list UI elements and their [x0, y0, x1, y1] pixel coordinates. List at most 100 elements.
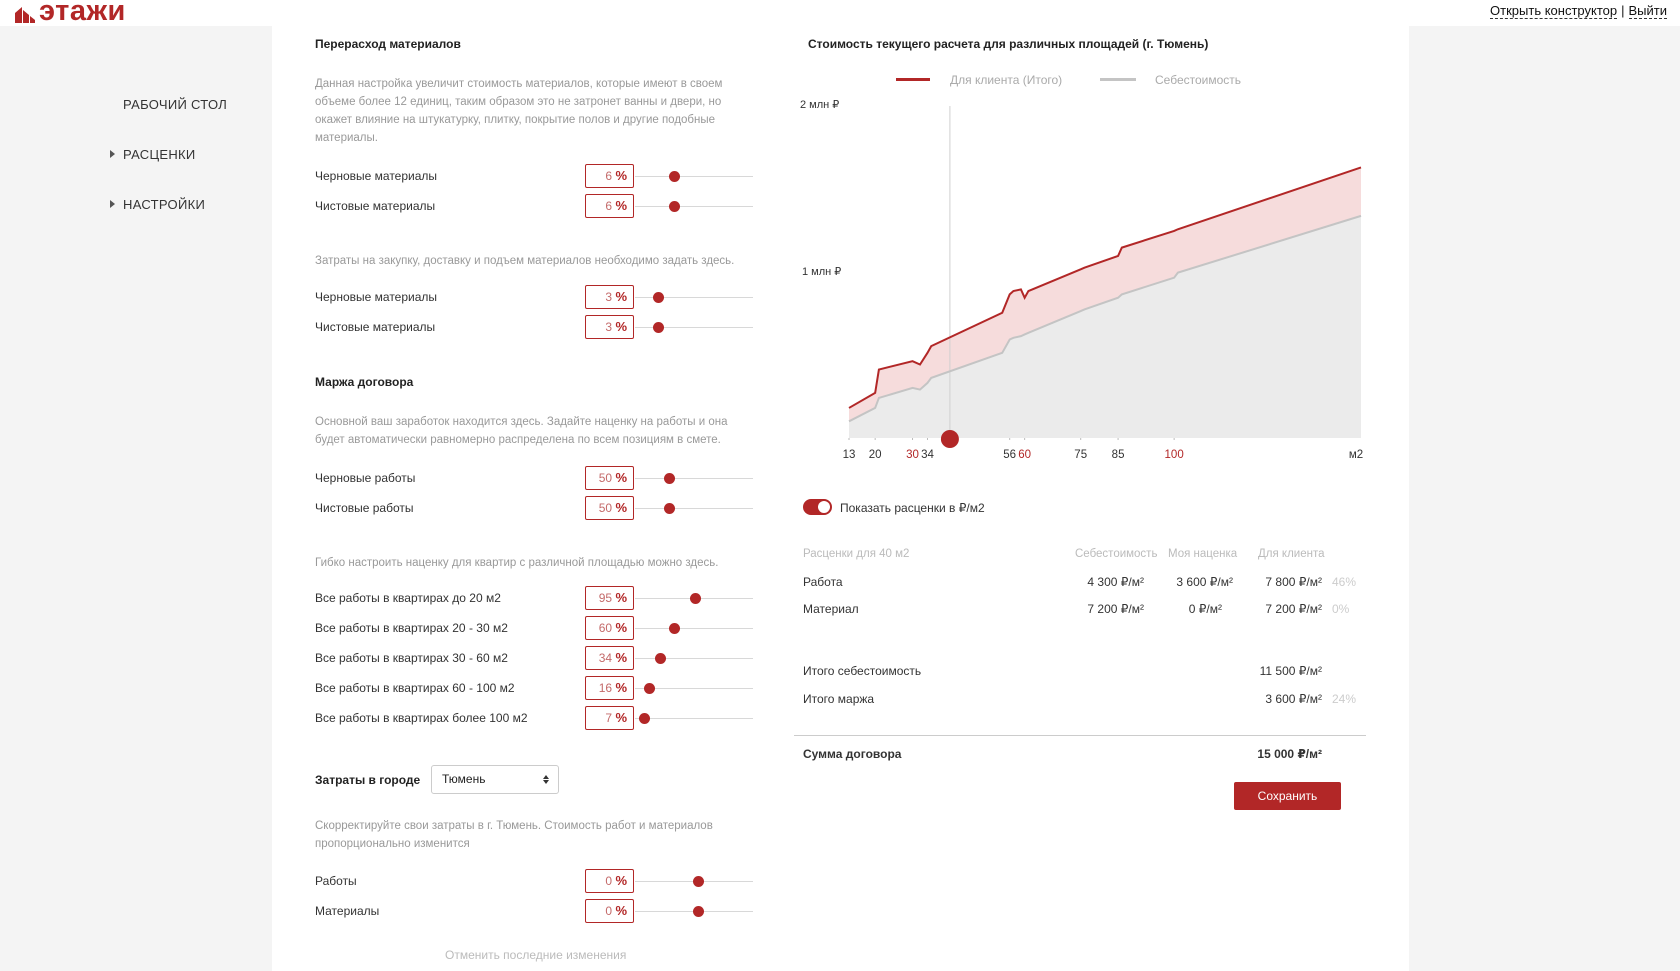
overuse-finish-value: 6 [605, 199, 613, 213]
area-margin-slider-handle[interactable] [644, 683, 655, 694]
undo-changes-link[interactable]: Отменить последние изменения [445, 948, 627, 962]
area-margin-value: 95 [598, 591, 613, 605]
top-links: Открыть конструктор | Выйти [1490, 3, 1667, 19]
total-margin-value: 3 600 ₽/м² [1265, 692, 1322, 706]
area-margin-row-label: Все работы в квартирах до 20 м2 [315, 591, 501, 605]
overuse-finish-input[interactable]: 6 % [585, 194, 634, 218]
percent-sign: % [615, 198, 627, 213]
table-row-markup: 3 600 ₽/м² [1176, 575, 1233, 589]
area-margin-slider-handle[interactable] [669, 623, 680, 634]
city-works-input[interactable]: 0 % [585, 869, 634, 893]
sidebar-item-prices[interactable]: РАСЦЕНКИ [110, 147, 196, 162]
save-button[interactable]: Сохранить [1234, 782, 1341, 810]
logo[interactable]: этажи [15, 0, 126, 26]
city-works-slider-handle[interactable] [693, 876, 704, 887]
margin-rough-slider-track[interactable] [635, 478, 753, 479]
city-costs-label: Затраты в городе [315, 773, 421, 787]
area-margin-value: 60 [598, 621, 613, 635]
toggle-knob [818, 501, 830, 513]
x-tick-label: 34 [921, 449, 934, 461]
x-tick-label: 60 [1018, 449, 1032, 461]
area-margin-value: 7 [605, 711, 613, 725]
total-margin-pct: 24% [1332, 692, 1357, 706]
area-margin-slider-handle[interactable] [639, 713, 650, 724]
purchase-rough-input[interactable]: 3 % [585, 285, 634, 309]
open-constructor-link[interactable]: Открыть конструктор [1490, 3, 1618, 19]
overuse-finish-slider-track[interactable] [635, 206, 753, 207]
area-margin-slider-handle[interactable] [655, 653, 666, 664]
percent-sign: % [615, 680, 627, 695]
margin-finish-label: Чистовые работы [315, 501, 414, 515]
margin-rough-slider-handle[interactable] [664, 473, 675, 484]
overuse-rough-input[interactable]: 6 % [585, 164, 634, 188]
area-margin-slider-track[interactable] [635, 658, 753, 659]
overuse-rough-slider-handle[interactable] [669, 171, 680, 182]
table-row-pct: 0% [1332, 602, 1350, 616]
total-cost-label: Итого себестоимость [803, 664, 922, 678]
margin-rough-input[interactable]: 50 % [585, 466, 634, 490]
table-divider [794, 735, 1366, 736]
purchase-finish-slider-handle[interactable] [653, 322, 664, 333]
city-select[interactable]: Тюмень [431, 765, 559, 794]
table-header-cost: Себестоимость [1075, 548, 1158, 560]
area-margin-input[interactable]: 34 % [585, 646, 634, 670]
house-logo-icon [15, 7, 35, 23]
margin-rough-label: Черновые работы [315, 471, 416, 485]
city-materials-slider-handle[interactable] [693, 906, 704, 917]
sidebar: РАБОЧИЙ СТОЛ РАСЦЕНКИ НАСТРОЙКИ [0, 26, 272, 971]
table-row-cost: 4 300 ₽/м² [1087, 575, 1144, 589]
sidebar-item-dashboard[interactable]: РАБОЧИЙ СТОЛ [123, 97, 227, 112]
expand-arrow-icon [110, 150, 115, 158]
logo-text: этажи [39, 0, 126, 27]
total-cost-value: 11 500 ₽/м² [1259, 664, 1322, 678]
city-materials-input[interactable]: 0 % [585, 899, 634, 923]
overuse-finish-slider-handle[interactable] [669, 201, 680, 212]
area-margin-slider-track[interactable] [635, 718, 753, 719]
percent-sign: % [615, 500, 627, 515]
city-works-label: Работы [315, 874, 357, 888]
purchase-finish-slider-track[interactable] [635, 327, 753, 328]
area-margin-input[interactable]: 95 % [585, 586, 634, 610]
area-margin-slider-handle[interactable] [690, 593, 701, 604]
purchase-finish-value: 3 [605, 320, 613, 334]
legend-cost-line [1100, 78, 1136, 81]
area-margin-input[interactable]: 16 % [585, 676, 634, 700]
sidebar-item-settings[interactable]: НАСТРОЙКИ [110, 197, 205, 212]
table-row-client: 7 200 ₽/м² [1265, 602, 1322, 616]
margin-finish-slider-track[interactable] [635, 508, 753, 509]
sidebar-item-label: РАБОЧИЙ СТОЛ [123, 97, 228, 112]
margin-finish-slider-handle[interactable] [664, 503, 675, 514]
x-tick-label: 13 [842, 449, 856, 461]
top-bar: этажи Открыть конструктор | Выйти [0, 0, 1680, 26]
x-tick-label: 30 [906, 449, 919, 461]
area-margin-input[interactable]: 7 % [585, 706, 634, 730]
area-margin-row-label: Все работы в квартирах 30 - 60 м2 [315, 651, 508, 665]
margin-description: Основной ваш заработок находится здесь. … [315, 416, 728, 446]
area-margin-slider-track[interactable] [635, 628, 753, 629]
purchase-finish-input[interactable]: 3 % [585, 315, 634, 339]
table-row-name: Материал [803, 602, 859, 616]
contract-sum-value: 15 000 ₽/м² [1257, 747, 1322, 761]
purchase-rough-slider-handle[interactable] [653, 292, 664, 303]
show-per-m2-toggle[interactable] [803, 499, 832, 515]
area-margin-slider-track[interactable] [635, 688, 753, 689]
purchase-rough-slider-track[interactable] [635, 297, 753, 298]
legend-client-label: Для клиента (Итого) [950, 73, 1063, 87]
margin-finish-input[interactable]: 50 % [585, 496, 634, 520]
percent-sign: % [615, 590, 627, 605]
legend-client-line [896, 78, 930, 81]
area-margin-input[interactable]: 60 % [585, 616, 634, 640]
area-margin-description: Гибко настроить наценку для квартир с ра… [315, 557, 719, 569]
percent-sign: % [615, 289, 627, 304]
table-header-title: Расценки для 40 м2 [803, 548, 910, 560]
table-header-markup: Моя наценка [1168, 548, 1238, 560]
logout-link[interactable]: Выйти [1628, 3, 1667, 19]
city-materials-label: Материалы [315, 904, 380, 918]
city-works-value: 0 [605, 874, 613, 888]
area-margin-row-label: Все работы в квартирах более 100 м2 [315, 711, 528, 725]
city-description: Скорректируйте свои затраты в г. Тюмень.… [315, 820, 713, 850]
table-row-cost: 7 200 ₽/м² [1087, 602, 1144, 616]
table-row-pct: 46% [1332, 575, 1357, 589]
overuse-rough-slider-track[interactable] [635, 176, 753, 177]
overuse-finish-label: Чистовые материалы [315, 199, 436, 213]
